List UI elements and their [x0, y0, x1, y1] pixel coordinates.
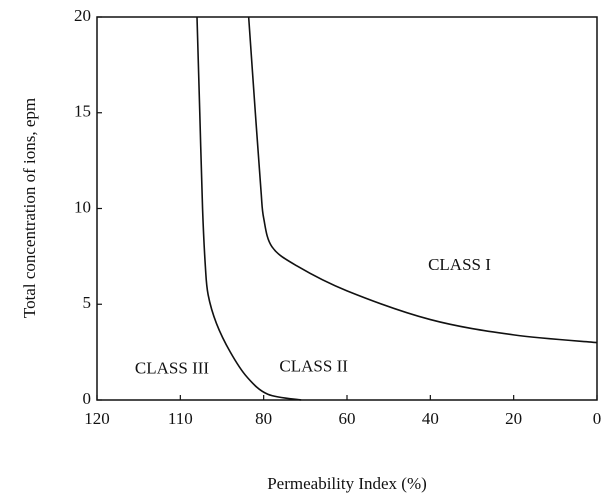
y-tick-label: 5 — [83, 293, 92, 312]
y-tick-label: 0 — [83, 389, 92, 408]
y-tick-label: 20 — [74, 6, 91, 25]
class-boundary-curve — [196, 16, 302, 401]
x-axis-label: Permeability Index (%) — [267, 474, 427, 493]
x-tick-label: 0 — [593, 409, 602, 428]
class-label: CLASS II — [279, 356, 348, 375]
plot-frame — [96, 16, 598, 401]
class-label: CLASS III — [135, 358, 209, 377]
x-tick-label: 40 — [422, 409, 439, 428]
x-tick-label: 20 — [505, 409, 522, 428]
y-tick-label: 10 — [74, 197, 91, 216]
x-tick-label: 120 — [84, 409, 110, 428]
class-boundary-curve — [247, 16, 598, 344]
y-axis-label: Total concentration of ions, epm — [20, 98, 39, 318]
y-tick-label: 15 — [74, 102, 91, 121]
class-label: CLASS I — [428, 255, 491, 274]
x-tick-label: 60 — [339, 409, 356, 428]
x-tick-label: 110 — [168, 409, 193, 428]
x-tick-label: 80 — [255, 409, 272, 428]
